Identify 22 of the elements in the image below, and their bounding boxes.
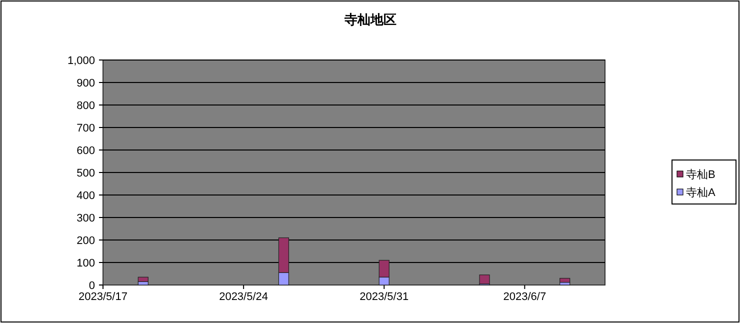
chart-title: 寺杣地区 bbox=[344, 12, 396, 27]
x-tick-label: 2023/5/24 bbox=[219, 291, 268, 303]
bar bbox=[138, 276, 148, 282]
bar bbox=[479, 274, 490, 284]
y-tick-label: 600 bbox=[76, 145, 95, 157]
y-tick-label: 1,000 bbox=[67, 55, 95, 67]
x-tick-label: 2023/5/17 bbox=[78, 291, 128, 303]
x-tick-label: 2023/5/31 bbox=[360, 291, 409, 303]
y-tick-label: 900 bbox=[76, 78, 95, 90]
y-tick-label: 500 bbox=[76, 168, 95, 180]
bar bbox=[560, 278, 570, 283]
y-tick-label: 300 bbox=[76, 212, 95, 224]
y-tick-label: 400 bbox=[76, 190, 95, 202]
legend-label: 寺杣B bbox=[686, 168, 716, 181]
bar bbox=[560, 282, 570, 286]
x-tick-label: 2023/6/7 bbox=[503, 291, 546, 303]
legend-label: 寺杣A bbox=[686, 186, 716, 199]
y-tick-label: 800 bbox=[76, 100, 95, 112]
y-tick-label: 100 bbox=[76, 258, 95, 270]
y-tick-label: 700 bbox=[76, 122, 95, 134]
y-tick-label: 0 bbox=[88, 280, 95, 292]
y-tick-label: 200 bbox=[76, 235, 95, 247]
